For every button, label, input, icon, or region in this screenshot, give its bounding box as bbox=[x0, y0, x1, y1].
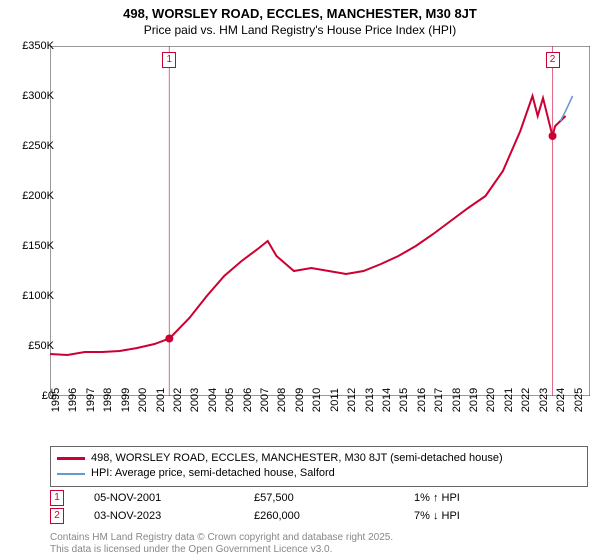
y-axis-tick-label: £200K bbox=[22, 190, 54, 202]
chart-title: 498, WORSLEY ROAD, ECCLES, MANCHESTER, M… bbox=[0, 0, 600, 23]
event-detail-row: 1 05-NOV-2001£57,5001% ↑ HPI bbox=[50, 490, 590, 506]
x-axis-tick-label: 2012 bbox=[346, 388, 358, 412]
x-axis-tick-label: 1998 bbox=[102, 388, 114, 412]
event-delta: 1% ↑ HPI bbox=[414, 492, 574, 504]
legend-item: HPI: Average price, semi-detached house,… bbox=[57, 466, 581, 481]
x-axis-tick-label: 1995 bbox=[50, 388, 62, 412]
x-axis-tick-label: 2000 bbox=[137, 388, 149, 412]
event-marker-label: 2 bbox=[546, 52, 560, 68]
legend-swatch bbox=[57, 473, 85, 475]
chart-subtitle: Price paid vs. HM Land Registry's House … bbox=[0, 23, 600, 41]
event-delta: 7% ↓ HPI bbox=[414, 510, 574, 522]
x-axis-tick-label: 2001 bbox=[155, 388, 167, 412]
x-axis-tick-label: 1999 bbox=[120, 388, 132, 412]
x-axis-tick-label: 2007 bbox=[259, 388, 271, 412]
legend-text: 498, WORSLEY ROAD, ECCLES, MANCHESTER, M… bbox=[91, 451, 503, 466]
x-axis-tick-label: 2011 bbox=[329, 388, 341, 412]
legend-item: 498, WORSLEY ROAD, ECCLES, MANCHESTER, M… bbox=[57, 451, 581, 466]
x-axis-tick-label: 2013 bbox=[364, 388, 376, 412]
legend-text: HPI: Average price, semi-detached house,… bbox=[91, 466, 335, 481]
x-axis-tick-label: 2015 bbox=[398, 388, 410, 412]
y-axis-tick-label: £150K bbox=[22, 240, 54, 252]
event-detail-row: 2 03-NOV-2023£260,0007% ↓ HPI bbox=[50, 508, 590, 524]
x-axis-tick-label: 2006 bbox=[242, 388, 254, 412]
x-axis-tick-label: 2019 bbox=[468, 388, 480, 412]
x-axis-tick-label: 2003 bbox=[189, 388, 201, 412]
x-axis-tick-label: 2005 bbox=[224, 388, 236, 412]
legend: 498, WORSLEY ROAD, ECCLES, MANCHESTER, M… bbox=[50, 446, 588, 487]
x-axis-tick-label: 1997 bbox=[85, 388, 97, 412]
event-price: £260,000 bbox=[254, 510, 414, 522]
x-axis-tick-label: 2017 bbox=[433, 388, 445, 412]
y-axis-tick-label: £350K bbox=[22, 40, 54, 52]
x-axis-tick-label: 2010 bbox=[311, 388, 323, 412]
x-axis-tick-label: 1996 bbox=[67, 388, 79, 412]
x-axis-tick-label: 2021 bbox=[503, 388, 515, 412]
event-price: £57,500 bbox=[254, 492, 414, 504]
legend-swatch bbox=[57, 457, 85, 460]
event-marker-badge: 2 bbox=[50, 508, 64, 524]
x-axis-tick-label: 2002 bbox=[172, 388, 184, 412]
y-axis-tick-label: £250K bbox=[22, 140, 54, 152]
chart-plot-area bbox=[50, 46, 590, 396]
footer-attribution: Contains HM Land Registry data © Crown c… bbox=[50, 532, 393, 556]
x-axis-tick-label: 2008 bbox=[276, 388, 288, 412]
footer-line-1: Contains HM Land Registry data © Crown c… bbox=[50, 532, 393, 544]
x-axis-tick-label: 2025 bbox=[573, 388, 585, 412]
x-axis-tick-label: 2004 bbox=[207, 388, 219, 412]
x-axis-tick-label: 2022 bbox=[520, 388, 532, 412]
event-date: 05-NOV-2001 bbox=[94, 492, 254, 504]
footer-line-2: This data is licensed under the Open Gov… bbox=[50, 544, 393, 556]
x-axis-tick-label: 2009 bbox=[294, 388, 306, 412]
y-axis-tick-label: £300K bbox=[22, 90, 54, 102]
event-marker-badge: 1 bbox=[50, 490, 64, 506]
x-axis-tick-label: 2014 bbox=[381, 388, 393, 412]
x-axis-tick-label: 2020 bbox=[485, 388, 497, 412]
event-date: 03-NOV-2023 bbox=[94, 510, 254, 522]
x-axis-tick-label: 2016 bbox=[416, 388, 428, 412]
event-marker-label: 1 bbox=[162, 52, 176, 68]
x-axis-tick-label: 2018 bbox=[451, 388, 463, 412]
y-axis-tick-label: £100K bbox=[22, 290, 54, 302]
x-axis-tick-label: 2023 bbox=[538, 388, 550, 412]
x-axis-tick-label: 2024 bbox=[555, 388, 567, 412]
y-axis-tick-label: £50K bbox=[28, 340, 54, 352]
